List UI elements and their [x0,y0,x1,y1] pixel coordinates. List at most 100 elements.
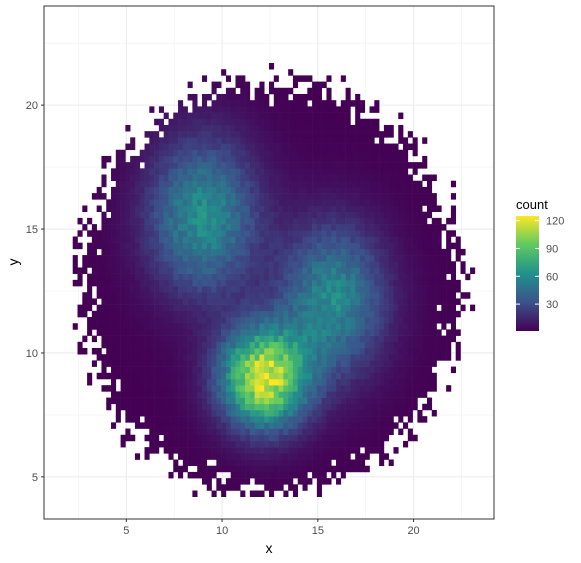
heatmap-cell [450,335,456,343]
heatmap-cell [407,416,413,423]
heatmap-cell [192,366,198,374]
heatmap-cell [307,137,313,144]
heatmap-cell [245,317,251,324]
heatmap-cell [115,217,121,225]
heatmap-cell [283,106,289,113]
heatmap-cell [364,180,370,188]
heatmap-cell [398,131,404,138]
heatmap-cell [240,100,246,107]
heatmap-cell [359,366,366,374]
heatmap-cell [182,155,188,163]
heatmap-cell [134,366,141,374]
heatmap-cell [273,335,279,343]
heatmap-cell [125,292,131,299]
heatmap-cell [364,149,370,157]
heatmap-cell [182,341,188,349]
heatmap-cell [206,286,212,293]
heatmap-cell [316,162,322,169]
heatmap-cell [192,385,198,392]
heatmap-cell [206,155,212,163]
heatmap-cell [278,137,284,144]
heatmap-cell [364,199,370,206]
heatmap-cell [297,162,303,169]
heatmap-cell [249,286,255,293]
heatmap-cell [393,403,399,411]
heatmap-cell [216,199,222,206]
heatmap-cell [388,317,394,324]
heatmap-cell [388,131,394,138]
heatmap-cell [302,391,308,398]
heatmap-cell [158,440,164,448]
heatmap-cell [245,298,251,305]
heatmap-cell [359,131,366,138]
heatmap-cell [154,137,160,144]
heatmap-cell [225,385,231,392]
heatmap-cell [302,478,308,485]
heatmap-cell [173,143,179,151]
heatmap-cell [417,329,423,336]
heatmap-cell [216,193,222,200]
heatmap-cell [292,106,299,113]
heatmap-cell [455,354,461,361]
heatmap-cell [316,310,322,318]
heatmap-cell [149,440,155,448]
heatmap-cell [269,354,275,361]
heatmap-cell [178,378,184,386]
heatmap-cell [221,385,227,392]
heatmap-cell [192,409,198,417]
heatmap-cell [369,366,375,374]
heatmap-cell [359,286,366,293]
heatmap-cell [264,422,270,429]
heatmap-cell [417,242,423,250]
heatmap-cell [345,409,351,417]
heatmap-cell [340,409,346,417]
heatmap-cell [182,385,188,392]
heatmap-cell [312,118,318,126]
heatmap-cell [321,385,327,392]
panel-border [43,5,495,520]
heatmap-cell [111,279,117,287]
heatmap-cell [168,242,174,250]
heatmap-cell [158,329,164,336]
heatmap-cell [288,242,294,250]
heatmap-cell [283,131,289,138]
heatmap-cell [130,323,136,330]
heatmap-cell [364,329,370,336]
heatmap-cell [388,323,394,330]
heatmap-cell [139,286,145,293]
heatmap-cell [388,391,394,398]
heatmap-cell [283,329,289,336]
heatmap-cell [264,255,270,262]
heatmap-cell [292,317,299,324]
heatmap-cell [245,335,251,343]
heatmap-cell [192,341,198,349]
heatmap-cell [249,106,255,113]
heatmap-cell [321,112,327,120]
heatmap-cell [173,378,179,386]
heatmap-cell [216,168,222,175]
heatmap-cell [369,372,375,380]
heatmap-cell [149,199,155,206]
heatmap-cell [206,292,212,299]
heatmap-cell [254,409,260,417]
heatmap-cell [273,100,279,107]
heatmap-cell [269,434,275,442]
heatmap-cell [111,397,117,405]
heatmap-cell [297,193,303,200]
heatmap-cell [292,304,299,312]
heatmap-cell [297,131,303,138]
heatmap-cell [455,341,461,349]
heatmap-cell [321,162,327,169]
heatmap-cell [163,137,169,144]
heatmap-cell [264,385,270,392]
heatmap-cell [163,440,169,448]
heatmap-cell [436,286,442,293]
heatmap-cell [369,304,375,312]
heatmap-cell [134,335,141,343]
heatmap-cell [450,329,456,336]
heatmap-cell [345,372,351,380]
heatmap-cell [216,465,222,473]
heatmap-cell [273,199,279,206]
heatmap-cell [87,378,93,386]
heatmap-cell [331,304,337,312]
